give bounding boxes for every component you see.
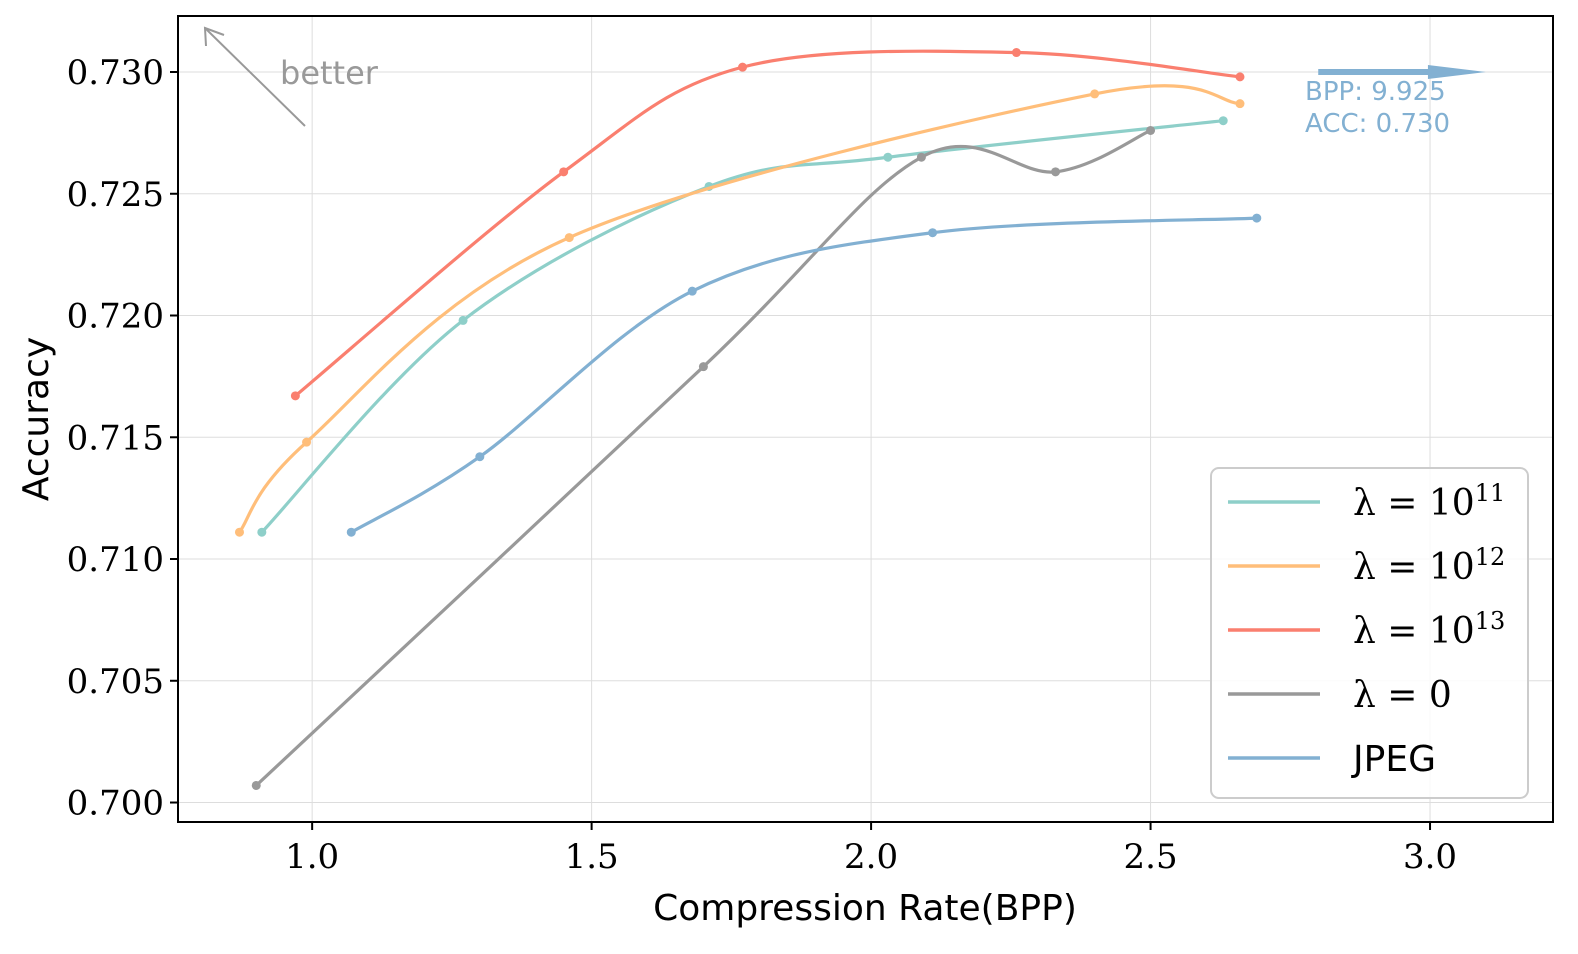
data-point bbox=[1235, 99, 1245, 109]
series-line bbox=[254, 128, 1153, 788]
series-line bbox=[349, 216, 1259, 534]
data-point bbox=[1235, 72, 1245, 82]
series-4 bbox=[346, 213, 1262, 537]
data-point bbox=[1011, 48, 1021, 58]
legend-label-main: λ = 10 bbox=[1353, 611, 1475, 652]
better-arrow bbox=[204, 27, 306, 127]
data-point bbox=[1146, 125, 1156, 135]
data-point bbox=[698, 362, 708, 372]
data-point bbox=[883, 152, 893, 162]
better-arrow-head bbox=[203, 26, 225, 47]
legend-label-main: λ = 10 bbox=[1353, 547, 1475, 588]
data-point bbox=[687, 286, 697, 296]
better-label: better bbox=[280, 54, 379, 92]
y-tick-label: 0.730 bbox=[67, 53, 164, 93]
legend-label: λ = 0 bbox=[1353, 675, 1452, 716]
y-tick-label: 0.710 bbox=[67, 540, 164, 580]
legend-label-main: λ = 0 bbox=[1353, 675, 1452, 716]
grid bbox=[178, 16, 1553, 822]
data-point bbox=[475, 452, 485, 462]
data-point bbox=[738, 62, 748, 72]
data-point bbox=[257, 527, 267, 537]
legend-label: JPEG bbox=[1351, 739, 1436, 780]
data-point bbox=[290, 391, 300, 401]
legend-label: λ = 1012 bbox=[1353, 543, 1505, 588]
data-point bbox=[251, 780, 261, 790]
data-point bbox=[916, 152, 926, 162]
offscreen-arrow-head bbox=[1427, 65, 1486, 80]
y-tick-label: 0.715 bbox=[67, 418, 164, 458]
series-layer bbox=[234, 48, 1262, 790]
legend-label: λ = 1013 bbox=[1353, 607, 1505, 652]
plot-frame bbox=[177, 15, 1554, 823]
legend-label-main: JPEG bbox=[1351, 739, 1436, 780]
y-tick-label: 0.720 bbox=[67, 297, 164, 337]
legend-label-exponent: 13 bbox=[1475, 607, 1506, 635]
data-point bbox=[1252, 213, 1262, 223]
y-axis-title: Accuracy bbox=[16, 337, 57, 501]
legend-label-exponent: 11 bbox=[1475, 479, 1506, 507]
data-point bbox=[1090, 89, 1100, 99]
data-point bbox=[1051, 167, 1061, 177]
x-tick-label: 2.5 bbox=[1124, 837, 1178, 877]
x-tick-label: 1.0 bbox=[285, 837, 339, 877]
x-tick-label: 3.0 bbox=[1403, 837, 1457, 877]
data-point bbox=[559, 167, 569, 177]
offscreen-acc-label: ACC: 0.730 bbox=[1305, 109, 1450, 139]
x-axis-title: Compression Rate(BPP) bbox=[653, 888, 1077, 929]
series-2 bbox=[290, 48, 1245, 401]
offscreen-bpp-label: BPP: 9.925 bbox=[1305, 77, 1446, 107]
legend-box bbox=[1210, 467, 1529, 799]
data-point bbox=[302, 437, 312, 447]
data-point bbox=[234, 527, 244, 537]
x-tick-label: 2.0 bbox=[844, 837, 898, 877]
series-line bbox=[237, 84, 1242, 534]
x-tick-label: 1.5 bbox=[565, 837, 619, 877]
data-point bbox=[1218, 116, 1228, 126]
legend-label: λ = 1011 bbox=[1353, 479, 1505, 524]
data-point bbox=[564, 233, 574, 243]
y-tick-label: 0.700 bbox=[67, 784, 164, 824]
data-point bbox=[928, 228, 938, 238]
y-tick-label: 0.705 bbox=[67, 662, 164, 702]
series-1 bbox=[234, 84, 1245, 537]
legend-label-exponent: 12 bbox=[1475, 543, 1506, 571]
data-point bbox=[346, 527, 356, 537]
series-3 bbox=[251, 125, 1156, 790]
legend-label-main: λ = 10 bbox=[1353, 483, 1475, 524]
data-point bbox=[458, 315, 468, 325]
y-tick-label: 0.725 bbox=[67, 175, 164, 215]
ticks: 1.0 1.5 2.0 2.5 3.0 0.700 0.705 0.710 0.715 0.720… bbox=[67, 53, 1457, 877]
